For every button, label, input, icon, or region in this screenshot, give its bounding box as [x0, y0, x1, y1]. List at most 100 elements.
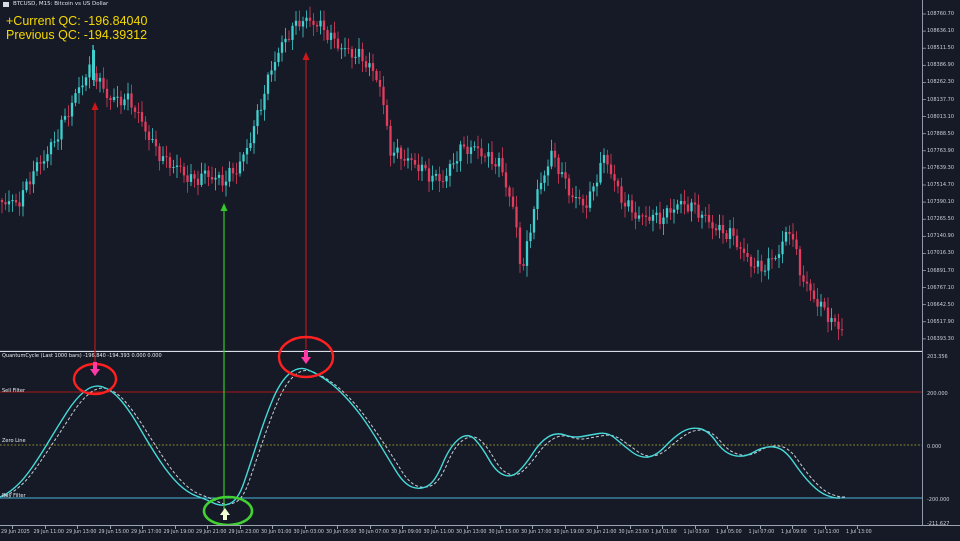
candlestick [154, 130, 158, 156]
time-tick-label: 30 Jun 17:00 [521, 530, 552, 535]
candlestick [284, 27, 287, 53]
time-tick-label: 30 Jun 21:00 [586, 530, 617, 535]
price-tick-label: 108511.50 [927, 45, 955, 52]
candlestick [497, 152, 501, 178]
candlestick [494, 157, 497, 175]
candlestick [60, 115, 63, 150]
candlestick [697, 194, 700, 222]
quantum-cycle-indicator[interactable] [0, 352, 960, 525]
indicator-scale-buy: -200.000 [927, 497, 950, 503]
candlestick-series [0, 6, 844, 341]
time-tick-mark [304, 526, 306, 529]
candlestick [763, 264, 767, 276]
candlestick [67, 105, 70, 127]
candlestick [732, 217, 735, 246]
price-chart[interactable] [0, 0, 960, 352]
candlestick [214, 168, 217, 191]
candlestick [536, 179, 539, 220]
candlestick [238, 152, 242, 177]
candlestick [504, 163, 508, 197]
time-tick-label: 29 Jun 13:00 [66, 530, 97, 535]
candlestick [319, 10, 322, 35]
candlestick [721, 215, 725, 244]
time-tick-mark [727, 526, 728, 529]
time-tick-label: 29 Jun 15:00 [98, 530, 129, 535]
time-tick-label: 1 Jul 09:00 [781, 530, 807, 535]
candlestick [305, 10, 308, 29]
time-tick-label: 1 Jul 11:00 [813, 530, 840, 535]
candlestick [434, 169, 438, 181]
candlestick [784, 226, 788, 246]
candlestick [343, 37, 347, 57]
candlestick [77, 77, 81, 104]
candlestick [329, 24, 333, 50]
candlestick [574, 186, 578, 209]
candlestick [501, 147, 504, 177]
candlestick [809, 279, 812, 302]
candlestick [53, 131, 56, 148]
candlestick [368, 52, 371, 77]
candlestick [441, 170, 445, 189]
previous-qc-label: Previous QC: -194.39312 [6, 28, 148, 42]
candlestick [557, 154, 560, 184]
chart-title: BTCUSD, M15: Bitcoin vs US Dollar [13, 1, 109, 7]
candlestick [42, 150, 46, 171]
candlestick [427, 158, 431, 192]
candlestick [84, 74, 88, 92]
candlestick [235, 162, 238, 185]
candlestick [641, 213, 644, 226]
candlestick [312, 13, 315, 36]
price-tick-label: 106393.30 [927, 335, 955, 342]
candlestick [469, 140, 473, 164]
candlestick [840, 318, 844, 337]
candlestick [403, 149, 406, 167]
time-tick-label: 1 Jul 05:00 [716, 530, 742, 535]
candlestick [326, 26, 329, 44]
candlestick [518, 221, 522, 273]
candlestick [420, 156, 424, 181]
candlestick [287, 30, 291, 43]
candlestick [196, 170, 200, 196]
candlestick [126, 82, 130, 111]
candlestick [665, 205, 669, 224]
price-tick-label: 106642.50 [927, 301, 955, 308]
time-axis: 29 Jun 2025 29 Jun 11:00 29 Jun 13:00 29 Ju… [0, 525, 960, 541]
candlestick [690, 198, 693, 222]
candlestick [123, 93, 126, 110]
candlestick [158, 143, 161, 171]
candlestick [767, 247, 770, 280]
candlestick [18, 191, 21, 216]
candlestick [753, 257, 756, 274]
candlestick [578, 189, 581, 205]
indicator-scale-sell: 200.000 [927, 391, 948, 397]
candlestick [392, 141, 396, 164]
candlestick [161, 146, 165, 165]
candlestick [714, 223, 718, 236]
candlestick [616, 178, 620, 194]
time-tick-label: 29 Jun 2025 [1, 530, 30, 535]
candlestick [0, 198, 4, 214]
time-tick-mark [792, 526, 793, 529]
time-tick-label: 30 Jun 05:00 [326, 530, 357, 535]
candlestick [298, 10, 301, 31]
candlestick [823, 297, 826, 311]
price-tick-label: 108760.70 [927, 11, 955, 17]
candlestick [175, 154, 179, 178]
candlestick [508, 185, 511, 207]
candlestick [109, 95, 112, 111]
candlestick [406, 147, 410, 169]
candlestick [116, 85, 119, 108]
candlestick [32, 160, 35, 193]
candlestick [245, 139, 249, 165]
candlestick [781, 231, 784, 264]
candlestick [21, 181, 25, 217]
candlestick [777, 244, 781, 268]
candlestick [137, 102, 140, 123]
price-tick-label: 107639.30 [927, 164, 955, 171]
candlestick [378, 71, 382, 97]
candlestick [210, 166, 214, 184]
price-tick-label: 107763.90 [927, 147, 955, 154]
candlestick [529, 223, 532, 249]
time-tick-mark [564, 526, 566, 529]
